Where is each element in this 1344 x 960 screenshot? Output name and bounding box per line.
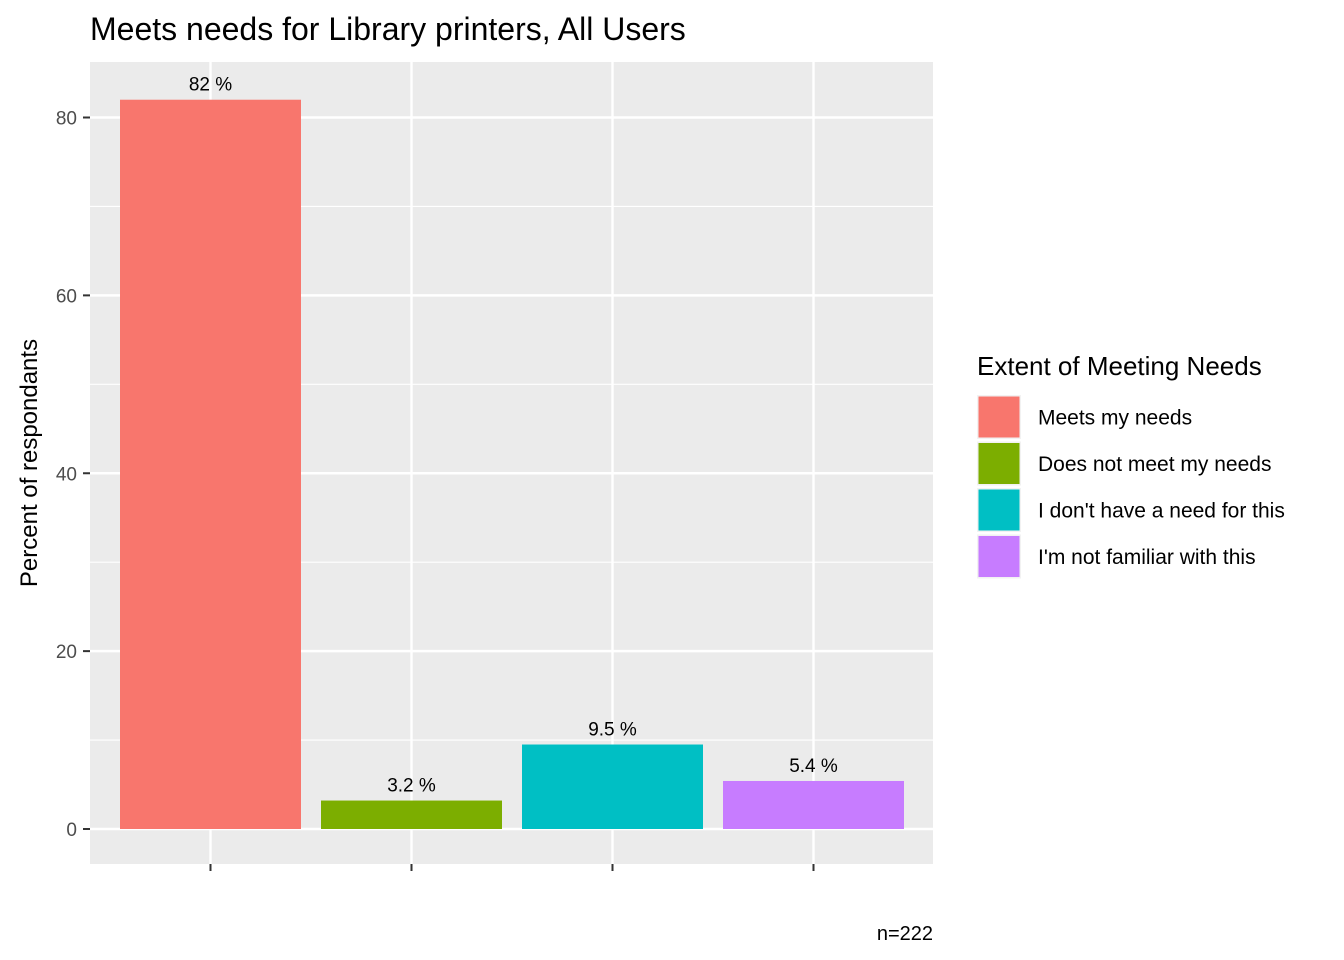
legend-swatch [978, 396, 1020, 438]
legend-swatch [978, 443, 1020, 484]
y-axis: 0 20 40 60 80 [56, 109, 90, 841]
bar-data-label: 5.4 % [789, 756, 838, 777]
bar [321, 800, 502, 829]
y-tick-label: 60 [56, 286, 77, 307]
legend-swatch [978, 489, 1020, 531]
bars [120, 99, 904, 829]
bar [120, 99, 301, 829]
y-tick-label: 80 [56, 109, 77, 130]
x-axis [209, 864, 815, 871]
y-tick-label: 0 [66, 820, 77, 841]
legend-label: Meets my needs [1038, 407, 1192, 430]
legend-title: Extent of Meeting Needs [977, 351, 1262, 381]
legend-label: I don't have a need for this [1038, 500, 1285, 523]
y-tick-label: 40 [56, 464, 77, 485]
bar-data-label: 82 % [189, 75, 232, 96]
bar [723, 780, 904, 829]
y-tick-label: 20 [56, 642, 77, 663]
chart-title: Meets needs for Library printers, All Us… [90, 11, 686, 47]
legend-swatch [978, 536, 1020, 577]
bar [522, 744, 703, 829]
legend-label: Does not meet my needs [1038, 453, 1271, 476]
bar-data-label: 9.5 % [588, 720, 637, 741]
data-labels: 82 % 3.2 % 9.5 % 5.4 % [189, 75, 838, 797]
legend: Extent of Meeting Needs Meets my needs Do… [977, 351, 1285, 579]
sample-size-caption: n=222 [877, 923, 933, 945]
y-axis-label: Percent of respondants [16, 339, 43, 587]
bar-data-label: 3.2 % [387, 776, 436, 797]
legend-label: I'm not familiar with this [1038, 546, 1256, 569]
